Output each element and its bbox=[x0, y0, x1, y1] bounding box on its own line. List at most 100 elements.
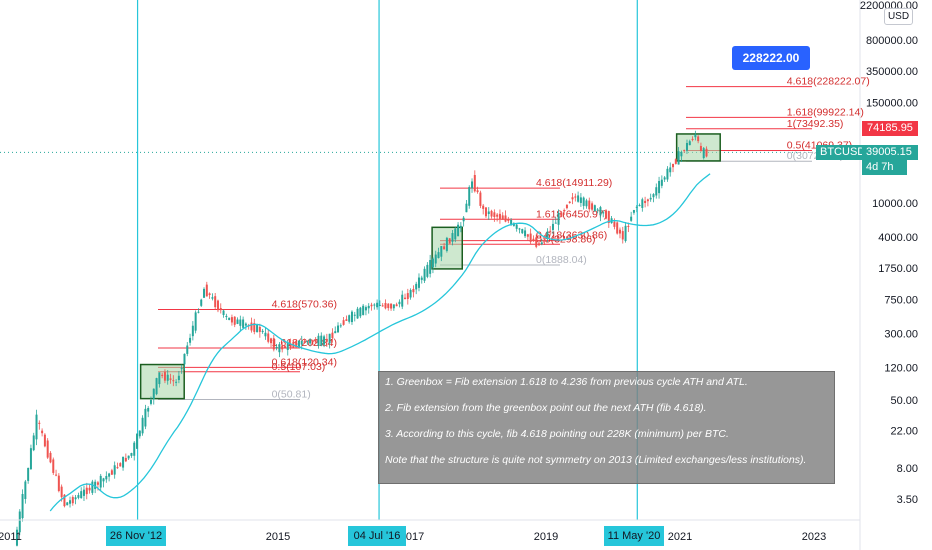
candle-body bbox=[504, 215, 507, 222]
candle-body bbox=[244, 323, 247, 326]
candle-body bbox=[242, 319, 245, 328]
candle-body bbox=[194, 312, 197, 331]
candle-body bbox=[543, 238, 546, 240]
candle-body bbox=[451, 233, 454, 242]
candle-body bbox=[672, 163, 675, 168]
candle-body bbox=[136, 433, 139, 449]
candle-body bbox=[588, 200, 591, 210]
candle-body bbox=[163, 372, 166, 381]
candle-body bbox=[239, 319, 242, 326]
candle-body bbox=[27, 467, 30, 481]
candle-body bbox=[582, 197, 585, 206]
candle-body bbox=[644, 200, 647, 204]
candle-body bbox=[281, 345, 284, 350]
price-tick-label: 150000.00 bbox=[866, 97, 918, 109]
candle-body bbox=[546, 231, 549, 239]
candle-body bbox=[300, 340, 303, 345]
candle-body bbox=[613, 221, 616, 227]
candle-body bbox=[189, 337, 192, 343]
candle-body bbox=[694, 134, 697, 138]
candle-body bbox=[43, 434, 46, 447]
price-axis[interactable]: 2200000.00800000.00350000.00150000.00100… bbox=[859, 0, 918, 550]
candle-body bbox=[105, 475, 108, 480]
candle-body bbox=[395, 304, 398, 307]
candle-body bbox=[493, 212, 496, 218]
candle-body bbox=[127, 455, 130, 459]
candle-body bbox=[18, 511, 21, 533]
candle-body bbox=[515, 224, 518, 229]
candle-body bbox=[473, 175, 476, 192]
candle-body bbox=[60, 486, 63, 498]
candle-body bbox=[41, 430, 44, 434]
candle-body bbox=[230, 317, 233, 323]
price-tick-label: 50.00 bbox=[890, 395, 918, 407]
candle-body bbox=[691, 138, 694, 141]
candle-body bbox=[646, 199, 649, 202]
candle-body bbox=[669, 167, 672, 173]
candle-body bbox=[660, 179, 663, 186]
note-3: 3. According to this cycle, fib 4.618 po… bbox=[385, 428, 729, 440]
candle-body bbox=[658, 180, 661, 194]
candle-body bbox=[52, 459, 55, 473]
candles bbox=[15, 130, 708, 547]
candle-body bbox=[258, 326, 261, 332]
candle-body bbox=[605, 210, 608, 219]
candle-body bbox=[607, 211, 610, 224]
candle-body bbox=[364, 307, 367, 311]
candle-body bbox=[337, 325, 340, 333]
moving-average bbox=[49, 173, 711, 512]
candle-body bbox=[77, 495, 80, 498]
candle-body bbox=[69, 500, 72, 504]
price-tick-label: 22.00 bbox=[890, 426, 918, 438]
candle-body bbox=[325, 338, 328, 342]
candle-body bbox=[311, 340, 314, 342]
candle-body bbox=[524, 230, 527, 237]
candle-body bbox=[331, 332, 334, 339]
candle-body bbox=[535, 237, 538, 247]
candle-body bbox=[599, 207, 602, 216]
candle-body bbox=[102, 478, 105, 482]
cycle-date-tag: 04 Jul '16 bbox=[348, 526, 406, 546]
candle-body bbox=[423, 268, 426, 281]
candle-body bbox=[211, 297, 214, 299]
price-tick-label: 3.50 bbox=[897, 494, 918, 506]
candle-body bbox=[29, 448, 32, 470]
symbol-tag: BTCUSD bbox=[816, 145, 865, 160]
candle-body bbox=[602, 212, 605, 214]
candle-body bbox=[253, 323, 256, 332]
candle-body bbox=[585, 200, 588, 207]
currency-badge[interactable]: USD bbox=[884, 8, 913, 25]
candle-body bbox=[512, 223, 515, 226]
candle-body bbox=[38, 422, 41, 424]
candle-body bbox=[540, 242, 543, 245]
candle-body bbox=[21, 494, 24, 519]
candle-body bbox=[437, 252, 440, 259]
price-tick-label: 120.00 bbox=[884, 363, 918, 375]
candle-body bbox=[289, 343, 292, 348]
candle-body bbox=[264, 332, 267, 337]
candle-body bbox=[149, 399, 152, 404]
candle-body bbox=[476, 190, 479, 193]
candle-body bbox=[663, 177, 666, 180]
candle-body bbox=[565, 204, 568, 209]
candle-body bbox=[484, 207, 487, 217]
candle-body bbox=[85, 487, 88, 495]
candle-body bbox=[683, 150, 686, 152]
candle-body bbox=[618, 229, 621, 234]
candle-body bbox=[222, 310, 225, 316]
candle-body bbox=[133, 442, 136, 456]
candle-body bbox=[417, 277, 420, 288]
candle-body bbox=[532, 238, 535, 242]
candle-body bbox=[205, 284, 208, 297]
candle-body bbox=[339, 325, 342, 327]
candle-body bbox=[256, 324, 259, 333]
time-axis[interactable]: 2011 2015 2017 2019 2021 2023 bbox=[0, 519, 860, 543]
candle-body bbox=[147, 408, 150, 412]
candle-body bbox=[429, 260, 432, 274]
fib-extension-levels: 4.618(570.36)1.618(202.84)0.618(120.34)0… bbox=[158, 76, 870, 400]
time-tick-label: 2021 bbox=[668, 531, 692, 543]
candle-body bbox=[563, 210, 566, 212]
candle-body bbox=[345, 319, 348, 321]
candle-body bbox=[518, 228, 521, 230]
